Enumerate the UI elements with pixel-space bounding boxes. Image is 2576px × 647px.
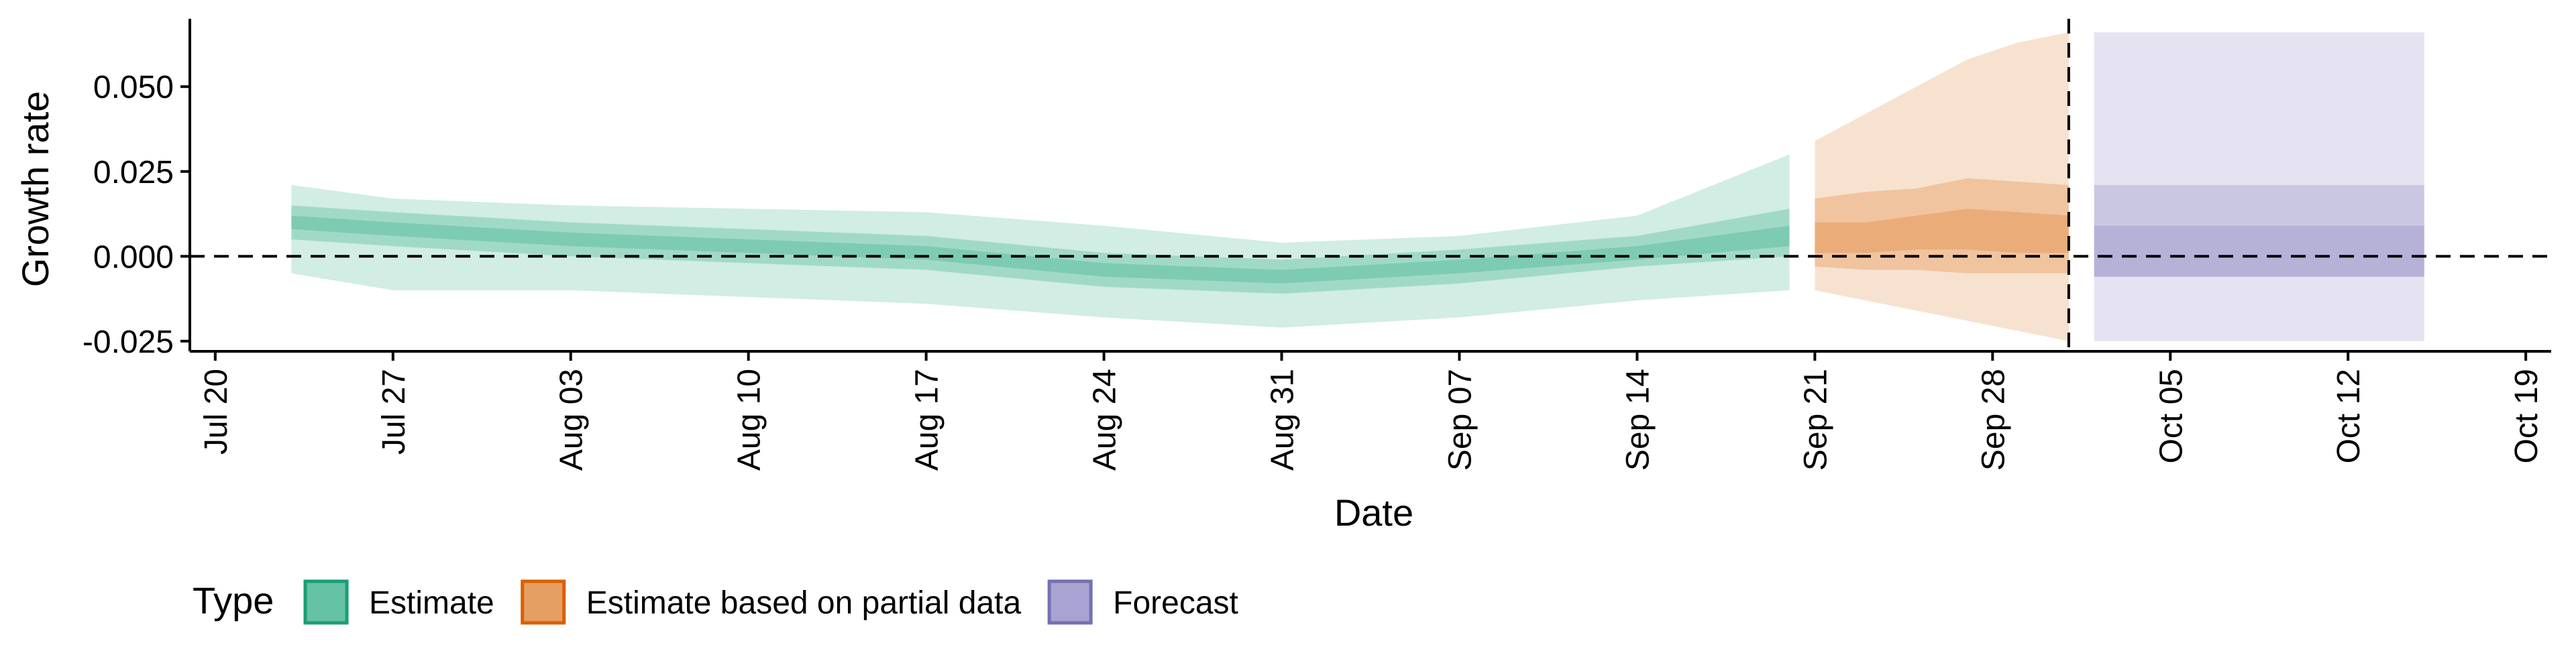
- legend-label: Estimate based on partial data: [586, 585, 1022, 621]
- x-tick-label: Oct 12: [2331, 369, 2367, 463]
- x-tick-label: Jul 27: [376, 369, 412, 455]
- legend-key-estimate: [303, 579, 349, 625]
- legend-item-estimate-based-on-partial-data: Estimate based on partial data: [521, 579, 1022, 625]
- x-tick-label: Sep 07: [1443, 369, 1479, 471]
- y-tick-label: 0.050: [93, 70, 174, 105]
- series-estimate-based-on-partial-data: [1815, 32, 2069, 341]
- x-tick-label: Sep 28: [1976, 369, 2011, 471]
- x-axis-title: Date: [1334, 491, 1413, 534]
- y-tick-label: -0.025: [83, 325, 174, 360]
- series-forecast: [2094, 32, 2424, 341]
- band-inner-forecast: [2094, 225, 2424, 277]
- band-inner-estimate: [291, 215, 1790, 284]
- x-tick-label: Sep 21: [1798, 369, 1833, 471]
- legend-key-forecast: [1047, 579, 1093, 625]
- x-tick-label: Aug 10: [732, 369, 767, 471]
- x-tick-label: Aug 03: [554, 369, 590, 471]
- y-tick-label: 0.025: [93, 155, 174, 190]
- reference-lines: [190, 19, 2551, 351]
- x-tick-label: Aug 17: [910, 369, 945, 471]
- x-tick-label: Aug 24: [1087, 369, 1123, 471]
- legend-key-estimate-based-on-partial-data: [521, 579, 566, 625]
- x-tick-label: Oct 19: [2509, 369, 2544, 463]
- band-inner-estimate-based-on-partial-data: [1815, 209, 2069, 253]
- y-tick-label: 0.000: [93, 239, 174, 275]
- y-axis-title: Growth rate: [14, 91, 56, 288]
- x-tick-label: Sep 14: [1620, 369, 1656, 471]
- x-tick-label: Jul 20: [199, 369, 234, 455]
- band-outer-estimate: [291, 154, 1790, 328]
- x-tick-label: Aug 31: [1265, 369, 1301, 471]
- x-tick-label: Oct 05: [2153, 369, 2189, 463]
- band-outer-estimate-based-on-partial-data: [1815, 32, 2069, 341]
- legend: Type Estimate Estimate based on partial da…: [193, 579, 1238, 625]
- series-estimate: [291, 154, 1790, 328]
- legend-item-forecast: Forecast: [1047, 579, 1238, 625]
- bands-layer: [291, 32, 2424, 341]
- legend-item-estimate: Estimate: [303, 579, 494, 625]
- axes: -0.025 0.000 0.025 0.050 Jul 20 Jul 27 Aug 03 A…: [83, 19, 2551, 471]
- legend-label: Estimate: [369, 585, 494, 621]
- legend-title: Type: [193, 579, 274, 622]
- legend-label: Forecast: [1113, 585, 1238, 621]
